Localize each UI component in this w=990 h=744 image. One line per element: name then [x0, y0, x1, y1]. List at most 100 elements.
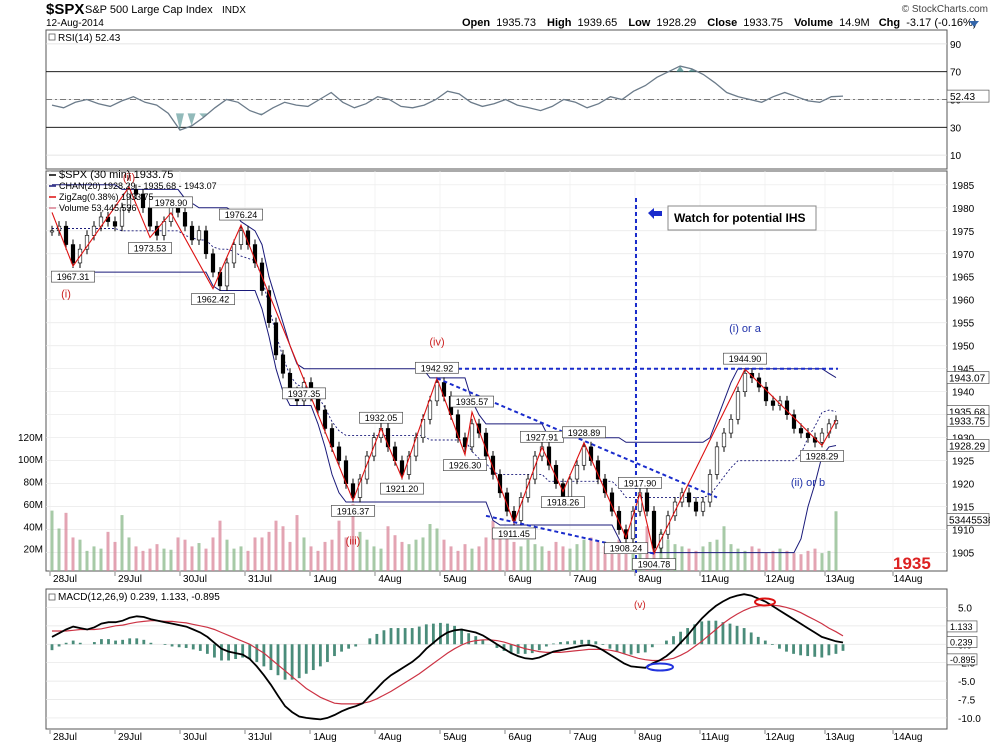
price-tag: 1943.07 [949, 374, 986, 385]
macd-histogram-bar [834, 644, 838, 654]
date-tick-label: 4Aug [378, 574, 401, 585]
macd-histogram-bar [248, 644, 252, 659]
macd-histogram-bar [573, 640, 577, 645]
price-candle [658, 533, 664, 549]
price-label-box [191, 293, 235, 305]
price-tag-box [946, 439, 990, 452]
volume-bar [435, 528, 439, 571]
macd-histogram-bar [770, 644, 774, 645]
volume-bar [169, 549, 173, 571]
price-tick-label: 1955 [952, 319, 975, 330]
volume-bar [463, 544, 467, 571]
volume-bar [267, 531, 271, 571]
macd-histogram-bar [629, 644, 633, 655]
price-candle [119, 207, 125, 227]
macd-histogram-bar [566, 641, 569, 645]
macd-tag: -0.895 [950, 655, 976, 665]
price-candle [525, 478, 531, 498]
volume-bar [778, 548, 782, 571]
volume-bar [701, 546, 705, 571]
price-candle [742, 372, 748, 392]
macd-line [51, 593, 844, 721]
price-candle [581, 446, 587, 466]
macd-histogram-bar [431, 623, 435, 645]
macd-histogram-bar [552, 643, 555, 645]
volume-bar [617, 539, 621, 571]
macd-histogram-bar [213, 644, 216, 658]
price-panel-frame [45, 170, 948, 572]
price-label-box [149, 196, 193, 209]
volume-bar [309, 546, 313, 571]
price-tag: 53445536 [949, 516, 990, 527]
callout-box [667, 205, 817, 231]
price-candle [707, 474, 713, 503]
volume-bar [92, 546, 96, 571]
macd-label: MACD(12,26,9) 0.239, 1.133, -0.895 [58, 592, 220, 603]
price-candle [280, 354, 286, 374]
volume-bar [526, 539, 530, 571]
volume-tick-label: 60M [24, 500, 43, 511]
chevron-down-icon[interactable] [969, 21, 979, 27]
price-candle [147, 207, 153, 227]
macd-histogram-bar [417, 626, 421, 645]
price-label: 1978.90 [155, 198, 188, 208]
chg-label: Chg [879, 17, 900, 29]
macd-histogram-bar [530, 644, 534, 654]
price-label-box [443, 459, 487, 471]
volume-bar [582, 539, 586, 571]
price-label-box [541, 496, 585, 508]
price-candle [196, 230, 202, 241]
price-candle [140, 193, 146, 209]
macd-histogram-bar [636, 644, 640, 654]
macd-histogram-bar [340, 644, 343, 652]
date-tick-label: 14Aug [894, 732, 923, 743]
zigzag-line [51, 185, 837, 556]
macd-histogram-bar [354, 644, 358, 647]
callout-text: Watch for potential IHS [674, 211, 806, 225]
price-candle [203, 230, 209, 255]
volume-bar [288, 541, 292, 571]
macd-histogram-bar [672, 636, 675, 645]
macd-histogram-bar [241, 644, 245, 658]
price-label: 1911.45 [498, 529, 530, 539]
volume-bar [806, 550, 810, 571]
macd-histogram-bar [128, 638, 132, 645]
price-tick-label: 1940 [952, 388, 975, 399]
volume-bar [197, 543, 201, 571]
date-tick-label: 7Aug [573, 732, 596, 743]
date-tick-label: 13Aug [826, 732, 855, 743]
price-label: 1926.30 [449, 461, 482, 471]
date-tick-label: 6Aug [508, 732, 531, 743]
rsi-tick-label: 10 [950, 151, 962, 162]
price-candle [511, 510, 517, 521]
price-tick-label: 1925 [952, 457, 975, 468]
macd-histogram-bar [622, 644, 626, 654]
price-label: 1967.31 [57, 272, 90, 282]
price-tick-label: 1965 [952, 273, 975, 284]
macd-histogram-bar [64, 642, 68, 645]
volume-bar [218, 520, 222, 571]
macd-histogram-bar [100, 639, 103, 645]
volume-bar [729, 544, 733, 571]
volume-bar [449, 546, 453, 571]
price-candle [112, 221, 118, 227]
price-candle [182, 212, 188, 227]
price-label-box [723, 352, 767, 365]
volume-bar [708, 541, 712, 571]
price-candle [567, 478, 573, 498]
volume-bar [372, 546, 376, 571]
price-candle [399, 460, 405, 475]
volume-bar [785, 550, 789, 571]
volume-bar [71, 537, 75, 571]
volume-bar [295, 515, 299, 571]
macd-histogram-bar [149, 642, 153, 645]
channel-lower-line [52, 271, 837, 554]
volume-bar [568, 548, 572, 571]
stockcharts-brand[interactable]: © StockCharts.com [902, 4, 988, 15]
volume-bar [155, 544, 159, 571]
volume-bar [113, 541, 117, 571]
date-tick-label: 8Aug [638, 732, 661, 743]
volume-bar [624, 544, 628, 571]
volume-tick-label: 120M [18, 433, 43, 444]
macd-histogram-bar [191, 644, 195, 650]
